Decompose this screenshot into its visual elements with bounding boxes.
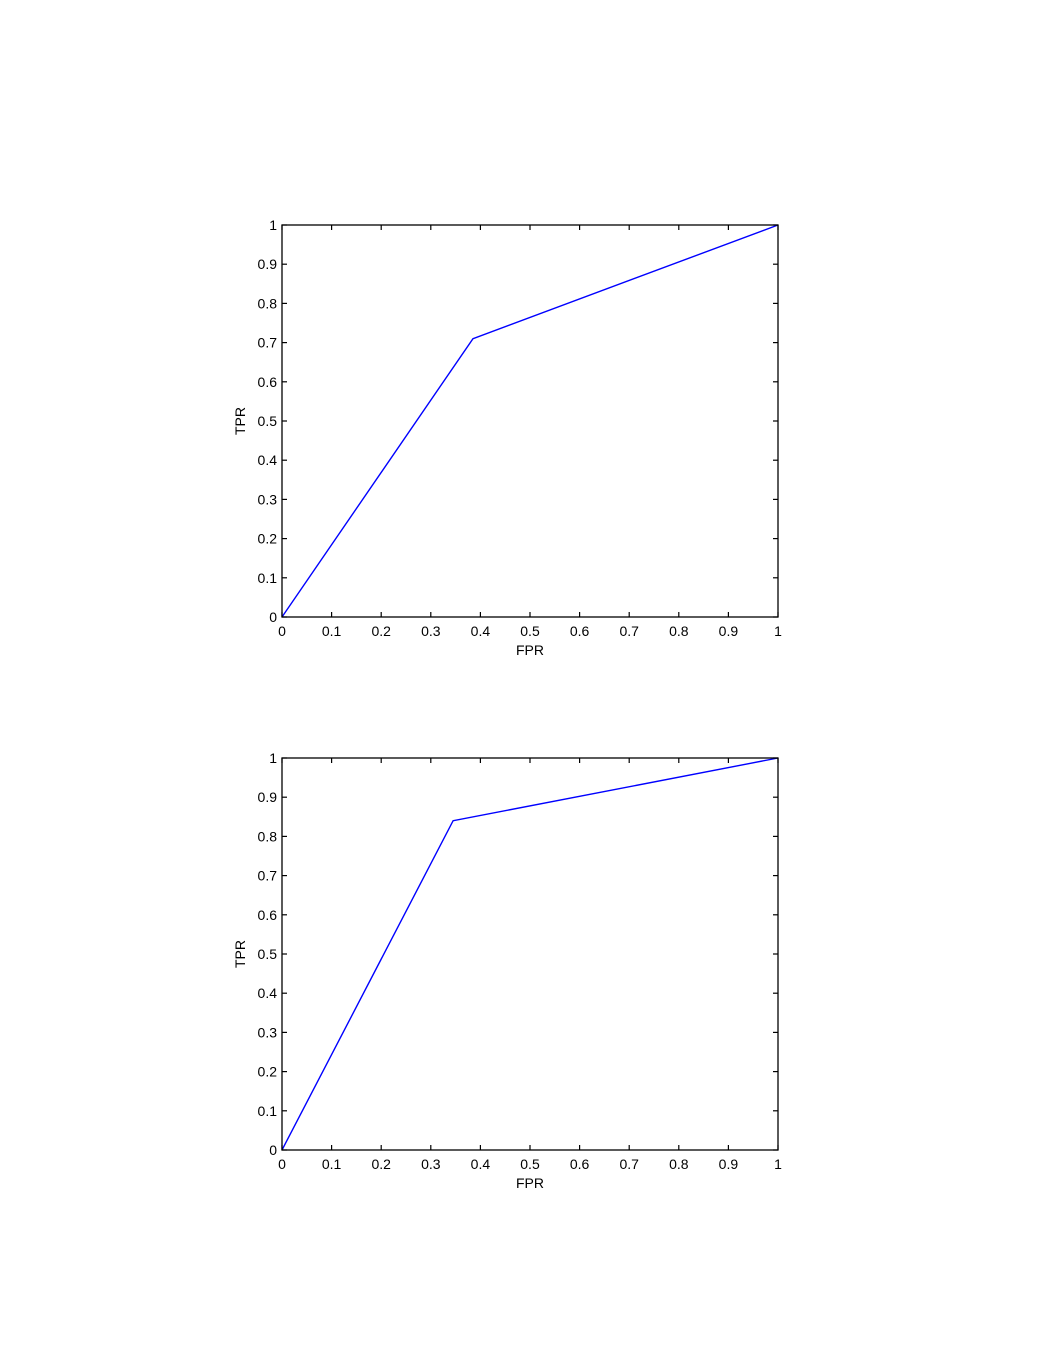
roc-bottom-x-tick-label-7: 0.7 <box>619 1156 639 1172</box>
roc-top-y-axis-label: TPR <box>232 407 248 435</box>
roc-top-x-tick-label-1: 0.1 <box>322 623 342 639</box>
roc-top-x-tick-label-8: 0.8 <box>669 623 689 639</box>
roc-bottom-x-tick-label-0: 0 <box>278 1156 286 1172</box>
roc-bottom-x-tick-label-2: 0.2 <box>371 1156 391 1172</box>
roc-bottom-y-tick-label-10: 1 <box>269 750 277 766</box>
roc-chart-bottom: 0 0.1 0.2 0.3 0.4 0.5 0.6 0.7 0.8 0.9 1 0 0.1 0.2 0.3 0… <box>0 733 1043 1266</box>
roc-bottom-y-tick-label-9: 0.9 <box>258 789 278 805</box>
roc-bottom-x-tick-label-4: 0.4 <box>471 1156 491 1172</box>
roc-top-x-tick-label-10: 1 <box>774 623 782 639</box>
roc-top-y-tick-label-9: 0.9 <box>258 256 278 272</box>
roc-top-plot-area <box>282 225 778 617</box>
roc-top-x-tick-label-2: 0.2 <box>371 623 391 639</box>
roc-top-x-tick-label-6: 0.6 <box>570 623 590 639</box>
roc-top-y-tick-label-5: 0.5 <box>258 413 278 429</box>
roc-bottom-y-tick-label-5: 0.5 <box>258 946 278 962</box>
roc-top-y-tick-label-8: 0.8 <box>258 295 278 311</box>
roc-bottom-x-tick-label-9: 0.9 <box>719 1156 739 1172</box>
roc-top-series-line-0 <box>281 224 779 618</box>
roc-bottom-y-tick-label-7: 0.7 <box>258 868 278 884</box>
roc-top-y-tick-label-7: 0.7 <box>258 335 278 351</box>
roc-bottom-plot-area <box>282 758 778 1150</box>
roc-chart-bottom-svg: 0 0.1 0.2 0.3 0.4 0.5 0.6 0.7 0.8 0.9 1 0 0.1 0.2 0.3 0… <box>232 750 782 1191</box>
roc-bottom-y-tick-label-1: 0.1 <box>258 1103 278 1119</box>
roc-top-y-tick-label-1: 0.1 <box>258 570 278 586</box>
roc-top-x-tick-label-4: 0.4 <box>471 623 491 639</box>
roc-top-y-tick-label-2: 0.2 <box>258 531 278 547</box>
roc-bottom-y-tick-label-8: 0.8 <box>258 828 278 844</box>
roc-chart-top-svg: 0 0.1 0.2 0.3 0.4 0.5 0.6 0.7 0.8 0.9 1 0 0.1 0.2 0.3 0… <box>232 217 782 658</box>
roc-top-x-tick-label-9: 0.9 <box>719 623 739 639</box>
roc-bottom-y-tick-label-6: 0.6 <box>258 907 278 923</box>
roc-bottom-x-tick-label-10: 1 <box>774 1156 782 1172</box>
roc-top-x-tick-label-7: 0.7 <box>619 623 639 639</box>
roc-bottom-x-axis-label: FPR <box>516 1175 544 1191</box>
roc-bottom-series-line-0 <box>281 757 779 1151</box>
roc-bottom-x-tick-label-5: 0.5 <box>520 1156 540 1172</box>
roc-bottom-x-tick-label-3: 0.3 <box>421 1156 441 1172</box>
roc-bottom-y-tick-label-4: 0.4 <box>258 985 278 1001</box>
roc-bottom-x-tick-label-1: 0.1 <box>322 1156 342 1172</box>
roc-bottom-y-tick-label-0: 0 <box>269 1142 277 1158</box>
roc-bottom-y-tick-label-2: 0.2 <box>258 1064 278 1080</box>
roc-chart-top: 0 0.1 0.2 0.3 0.4 0.5 0.6 0.7 0.8 0.9 1 0 0.1 0.2 0.3 0… <box>0 200 1043 733</box>
roc-top-y-tick-label-4: 0.4 <box>258 452 278 468</box>
roc-top-x-tick-label-0: 0 <box>278 623 286 639</box>
roc-top-x-axis-label: FPR <box>516 642 544 658</box>
roc-top-x-tick-label-3: 0.3 <box>421 623 441 639</box>
roc-bottom-x-tick-label-6: 0.6 <box>570 1156 590 1172</box>
roc-bottom-y-tick-label-3: 0.3 <box>258 1024 278 1040</box>
roc-top-x-tick-label-5: 0.5 <box>520 623 540 639</box>
roc-bottom-x-tick-label-8: 0.8 <box>669 1156 689 1172</box>
roc-top-y-tick-label-6: 0.6 <box>258 374 278 390</box>
roc-top-y-tick-label-3: 0.3 <box>258 491 278 507</box>
roc-bottom-y-axis-label: TPR <box>232 940 248 968</box>
roc-top-y-tick-label-0: 0 <box>269 609 277 625</box>
roc-top-y-tick-label-10: 1 <box>269 217 277 233</box>
